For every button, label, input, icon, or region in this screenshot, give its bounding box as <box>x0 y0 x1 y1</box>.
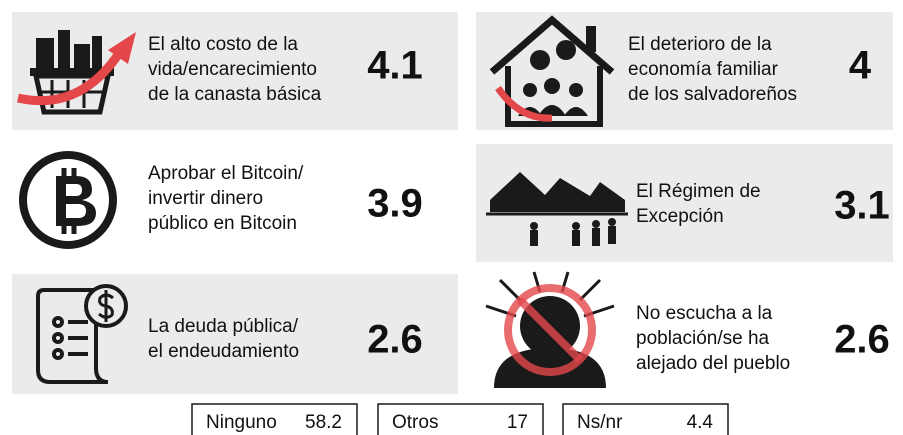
other-value: 58.2 <box>305 412 342 433</box>
item-label: El alto costo de la <box>148 34 298 55</box>
item-label: Aprobar el Bitcoin/ <box>148 163 304 184</box>
other-box <box>562 403 729 435</box>
no-listen-icon <box>485 271 615 388</box>
other-label: Ninguno <box>206 412 277 433</box>
item-label: el endeudamiento <box>148 341 299 362</box>
item-value: 2.6 <box>834 318 890 362</box>
other-value: 4.4 <box>687 412 714 433</box>
item-label: de los salvadoreños <box>628 84 797 105</box>
item-label: No escucha a la <box>636 303 773 324</box>
content: El alto costo de la vida/encarecimiento de… <box>148 34 890 435</box>
basket-icon <box>17 30 136 115</box>
other-box <box>377 403 544 435</box>
item-label: alejado del pueblo <box>636 353 790 374</box>
panel <box>12 274 458 394</box>
item-value: 3.9 <box>367 182 423 226</box>
item-label: La deuda pública/ <box>148 316 299 337</box>
other-label: Otros <box>392 412 438 433</box>
house-icon <box>489 15 615 127</box>
bitcoin-icon <box>19 151 117 249</box>
item-label: economía familiar <box>628 59 779 80</box>
other-box <box>191 403 358 435</box>
houses-icon <box>486 172 628 246</box>
item-value: 4 <box>849 44 872 88</box>
item-label: Excepción <box>636 206 724 227</box>
item-label: El deterioro de la <box>628 34 772 55</box>
panels <box>12 12 893 394</box>
item-label: vida/encarecimiento <box>148 59 317 80</box>
item-label: invertir dinero <box>148 188 263 209</box>
item-value: 4.1 <box>367 44 423 88</box>
item-label: El Régimen de <box>636 181 761 202</box>
item-label: público en Bitcoin <box>148 213 297 234</box>
item-value: 3.1 <box>834 184 890 228</box>
item-value: 2.6 <box>367 318 423 362</box>
item-label: de la canasta básica <box>148 84 322 105</box>
other-value: 17 <box>507 412 528 433</box>
item-label: población/se ha <box>636 328 770 349</box>
receipt-icon <box>36 284 128 384</box>
other-label: Ns/nr <box>577 412 623 433</box>
